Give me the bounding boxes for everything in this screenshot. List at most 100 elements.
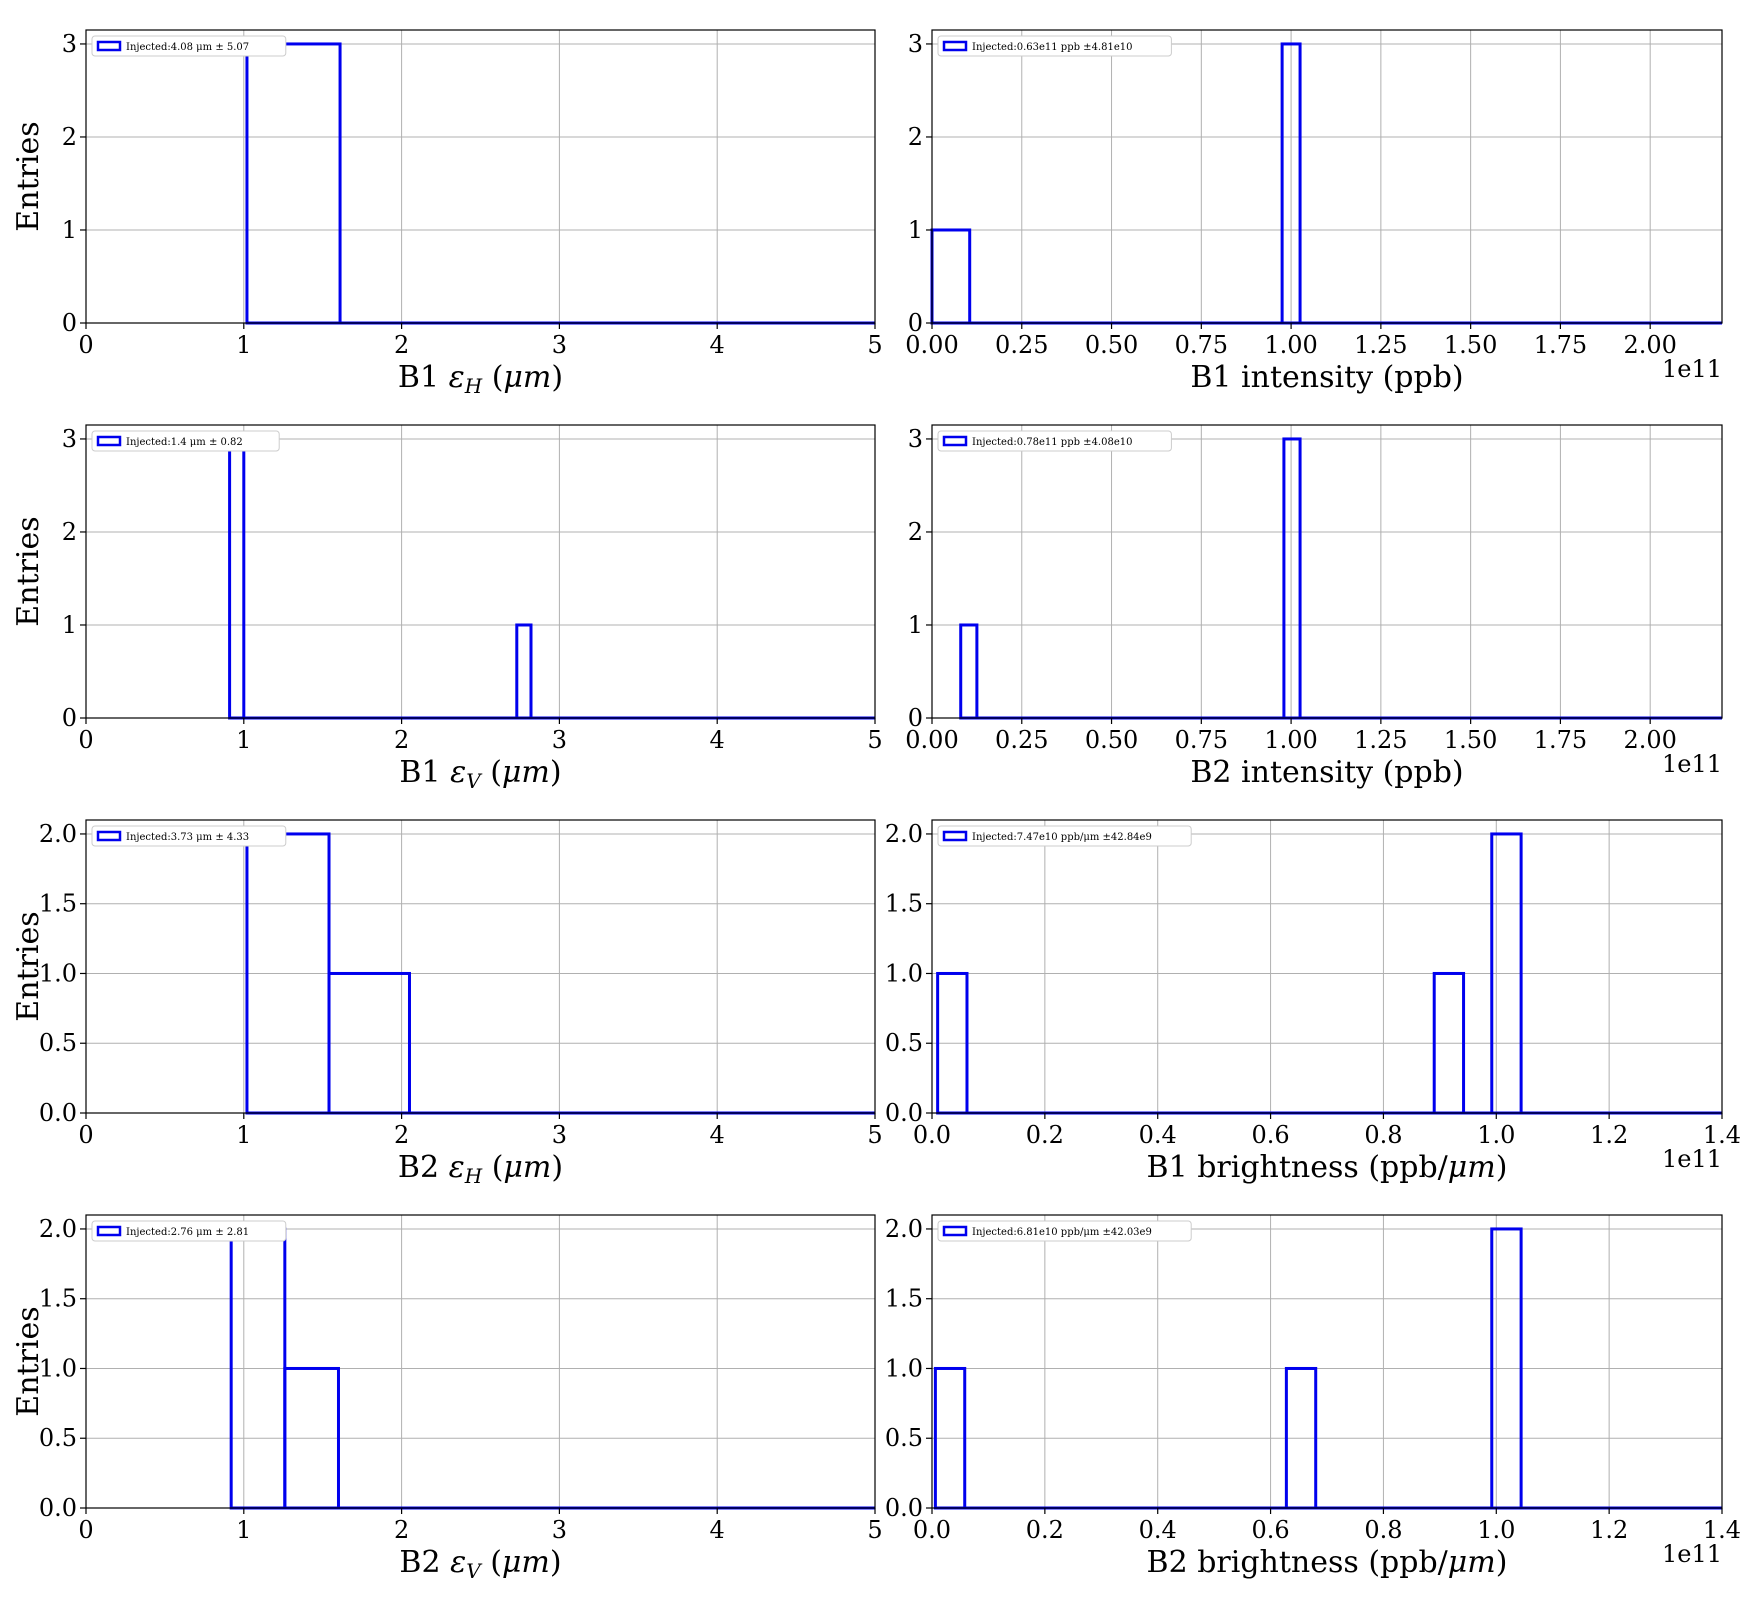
x-axis-label-part: B2 — [398, 1150, 449, 1185]
x-axis-label-part: μm — [1448, 1545, 1496, 1580]
x-tick-label: 0.75 — [1175, 331, 1228, 359]
x-tick-label: 0.75 — [1175, 726, 1228, 754]
x-tick-label: 3 — [552, 331, 567, 359]
y-tick-label: 0 — [908, 309, 923, 337]
y-tick-label: 0 — [62, 309, 77, 337]
x-axis-label-part: ( — [482, 1150, 503, 1185]
x-tick-label: 0.0 — [913, 1516, 951, 1544]
x-axis-label-part: ( — [481, 755, 502, 790]
x-axis-label-part: V — [466, 1559, 483, 1583]
x-tick-label: 0.00 — [905, 331, 958, 359]
axis-offset-text: 1e11 — [1662, 1145, 1722, 1173]
y-tick-label: 1 — [908, 216, 923, 244]
legend: Injected:4.08 μm ± 5.07 — [91, 35, 287, 57]
x-axis-label: B2 intensity (ppb) — [1190, 755, 1463, 790]
x-tick-label: 1 — [236, 331, 251, 359]
legend-box — [937, 430, 1172, 452]
y-tick-label: 0 — [908, 704, 923, 732]
legend-swatch — [96, 435, 122, 447]
x-tick-label: 2 — [394, 331, 409, 359]
x-tick-label: 0.8 — [1364, 1121, 1402, 1149]
legend-label: Injected:3.73 μm ± 4.33 — [126, 832, 249, 843]
y-tick-label: 1 — [62, 611, 77, 639]
x-axis-label-part: ) — [1496, 1545, 1508, 1580]
x-axis-label-part: B2 — [399, 1545, 450, 1580]
x-tick-label: 1.2 — [1590, 1121, 1628, 1149]
x-axis-label: B2 εH (μm) — [398, 1150, 563, 1188]
x-axis-label-part: ( — [481, 1545, 502, 1580]
x-tick-label: 2.00 — [1623, 331, 1676, 359]
x-axis-label: B1 εH (μm) — [398, 360, 563, 398]
y-tick-label: 3 — [908, 425, 923, 453]
x-tick-label: 1.25 — [1354, 331, 1407, 359]
legend-swatch — [96, 40, 122, 52]
legend: Injected:7.47e10 ppb/μm ±42.84e9 — [937, 825, 1192, 847]
y-tick-label: 0.0 — [39, 1099, 77, 1127]
x-tick-label: 2 — [394, 726, 409, 754]
y-tick-label: 3 — [62, 30, 77, 58]
x-axis-label-part: B1 — [398, 360, 449, 395]
x-tick-label: 0 — [78, 726, 93, 754]
x-tick-label: 0 — [78, 1516, 93, 1544]
histogram-bin — [930, 228, 972, 325]
x-axis-label-part: ) — [550, 755, 562, 790]
x-axis-label: B1 brightness (ppb/μm) — [1147, 1150, 1508, 1185]
y-tick-label: 2.0 — [885, 820, 923, 848]
x-tick-label: 1.75 — [1534, 331, 1587, 359]
legend-box — [91, 430, 280, 452]
x-tick-label: 1.25 — [1354, 726, 1407, 754]
histogram-bin — [959, 623, 979, 720]
subplot-6: 0.0 0.2 0.4 0.6 0.8 1.0 1.2 1.4 0.0 0.5 1.0 1.5 2.0 B… — [885, 819, 1741, 1185]
x-axis-label-part: μm — [502, 1545, 550, 1580]
axes-frame — [85, 1214, 876, 1509]
y-tick-label: 2.0 — [39, 1215, 77, 1243]
legend-label: Injected:7.47e10 ppb/μm ±42.84e9 — [972, 832, 1152, 843]
axes-frame — [85, 29, 876, 324]
legend: Injected:6.81e10 ppb/μm ±42.03e9 — [937, 1220, 1192, 1242]
x-axis-label-part: H — [464, 1164, 483, 1188]
x-axis-label: B2 εV (μm) — [399, 1545, 561, 1583]
x-tick-label: 1.00 — [1264, 726, 1317, 754]
y-axis-label: Entries — [11, 516, 46, 626]
x-tick-label: 1.75 — [1534, 726, 1587, 754]
x-axis-label-part: B2 brightness (ppb/ — [1147, 1545, 1449, 1580]
y-tick-label: 3 — [908, 30, 923, 58]
y-tick-label: 1.0 — [885, 959, 923, 987]
y-tick-label: 1 — [908, 611, 923, 639]
subplot-8: 0.0 0.2 0.4 0.6 0.8 1.0 1.2 1.4 0.0 0.5 1.0 1.5 2.0 B… — [885, 1214, 1741, 1580]
x-tick-label: 1.0 — [1477, 1516, 1515, 1544]
y-tick-label: 1 — [62, 216, 77, 244]
x-tick-label: 1 — [236, 1516, 251, 1544]
x-tick-label: 0.2 — [1026, 1121, 1064, 1149]
subplot-2: 0.00 0.25 0.50 0.75 1.00 1.25 1.50 1.75 2.00 0 1 2 3… — [905, 29, 1723, 395]
x-tick-label: 1.4 — [1703, 1121, 1741, 1149]
x-tick-label: 0.2 — [1026, 1516, 1064, 1544]
legend-swatch — [96, 1225, 122, 1237]
x-tick-label: 1.2 — [1590, 1516, 1628, 1544]
x-axis-label-part: B1 brightness (ppb/ — [1147, 1150, 1449, 1185]
legend-box — [91, 1220, 287, 1242]
x-axis-label: B2 brightness (ppb/μm) — [1147, 1545, 1508, 1580]
x-axis-label: B1 εV (μm) — [399, 755, 561, 793]
x-axis-label-part: ) — [551, 1150, 563, 1185]
axes-frame — [931, 424, 1723, 719]
y-tick-label: 3 — [62, 425, 77, 453]
histogram-bin — [1282, 437, 1302, 720]
x-axis-label-part: H — [464, 374, 483, 398]
y-tick-label: 2 — [62, 123, 77, 151]
legend-swatch — [942, 40, 968, 52]
x-tick-label: 1.00 — [1264, 331, 1317, 359]
legend-label: Injected:2.76 μm ± 2.81 — [126, 1227, 249, 1238]
histogram-bin — [515, 623, 533, 720]
x-tick-label: 3 — [552, 1516, 567, 1544]
x-axis-label-part: μm — [1448, 1150, 1496, 1185]
x-tick-label: 0.6 — [1251, 1121, 1289, 1149]
x-tick-label: 0.0 — [913, 1121, 951, 1149]
histogram-bin — [245, 42, 342, 325]
x-tick-label: 2.00 — [1623, 726, 1676, 754]
y-tick-label: 2.0 — [39, 820, 77, 848]
x-tick-label: 0.25 — [995, 331, 1048, 359]
y-tick-label: 1.0 — [39, 1354, 77, 1382]
